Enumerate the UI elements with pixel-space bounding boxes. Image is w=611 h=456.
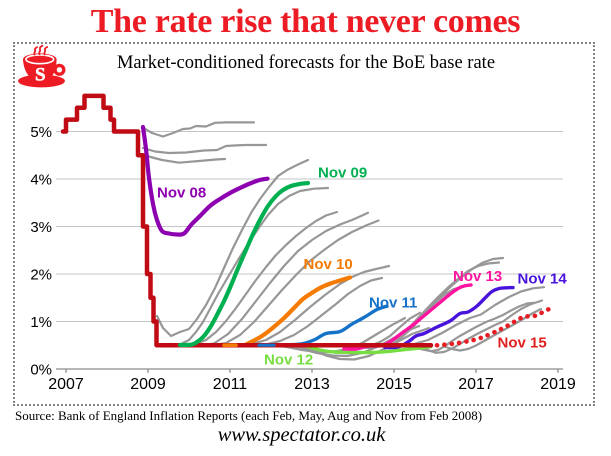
svg-text:Nov 14: Nov 14 (518, 271, 568, 288)
svg-text:3%: 3% (30, 219, 52, 236)
svg-text:5%: 5% (30, 124, 52, 141)
svg-text:Nov 15: Nov 15 (498, 335, 547, 352)
svg-text:2017: 2017 (458, 376, 494, 393)
svg-text:2015: 2015 (376, 376, 412, 393)
svg-text:Nov 13: Nov 13 (453, 268, 502, 285)
svg-text:4%: 4% (30, 172, 52, 189)
svg-text:1%: 1% (30, 314, 52, 331)
svg-text:2019: 2019 (540, 376, 576, 393)
svg-text:2013: 2013 (294, 376, 330, 393)
svg-text:Nov 08: Nov 08 (157, 185, 206, 202)
svg-text:Nov 10: Nov 10 (304, 256, 353, 273)
svg-text:0%: 0% (30, 362, 52, 379)
svg-text:Nov 12: Nov 12 (264, 352, 313, 369)
svg-text:Nov 09: Nov 09 (318, 165, 367, 182)
svg-text:Nov 11: Nov 11 (369, 295, 417, 312)
svg-text:2007: 2007 (48, 376, 84, 393)
svg-text:2009: 2009 (130, 376, 166, 393)
svg-text:2%: 2% (30, 267, 52, 284)
svg-text:2011: 2011 (213, 376, 248, 393)
svg-text:S: S (35, 64, 46, 85)
